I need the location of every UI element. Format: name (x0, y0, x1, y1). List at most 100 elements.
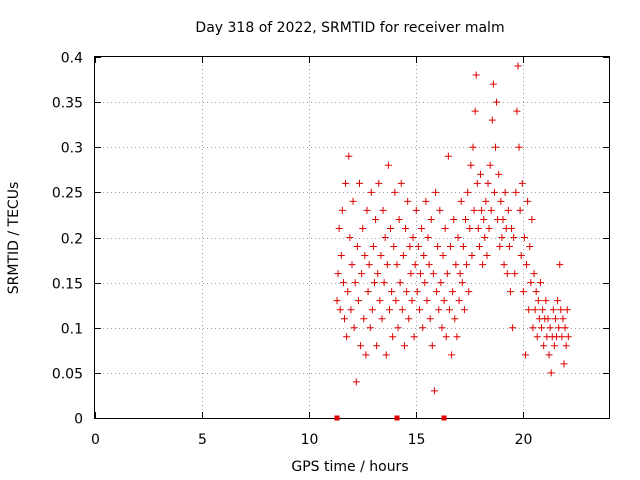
data-point (439, 252, 447, 260)
data-point (521, 351, 529, 359)
chart-title: Day 318 of 2022, SRMTID for receiver mal… (195, 20, 504, 36)
data-point (561, 324, 569, 332)
data-point (503, 270, 511, 278)
y-tick-label: 0.35 (52, 96, 83, 112)
data-point (520, 234, 528, 241)
data-point (364, 288, 372, 296)
data-point (501, 188, 509, 196)
data-point (506, 288, 514, 296)
data-point (513, 107, 521, 115)
data-point (376, 297, 384, 305)
data-point (428, 342, 436, 350)
data-point (387, 224, 395, 232)
data-point (390, 243, 398, 251)
data-point (434, 243, 442, 251)
data-point (354, 297, 362, 305)
data-point (469, 143, 477, 151)
data-point (524, 197, 532, 205)
data-point (407, 270, 415, 278)
data-point (413, 288, 421, 296)
data-point (495, 170, 503, 178)
data-point (369, 243, 377, 251)
data-point (421, 279, 429, 287)
data-point (404, 197, 412, 205)
data-point (334, 270, 342, 278)
data-point (433, 288, 441, 296)
data-point (438, 324, 446, 332)
data-point (417, 270, 425, 278)
data-point (544, 315, 552, 323)
data-point (437, 279, 445, 287)
y-axis-label: SRMTID / TECUs (6, 182, 22, 295)
data-point (497, 197, 505, 205)
data-point (468, 252, 476, 260)
data-point (480, 215, 488, 223)
data-point (462, 215, 470, 223)
x-axis-label: GPS time / hours (291, 459, 408, 475)
data-point (384, 161, 392, 169)
y-tick-label: 0.2 (61, 232, 83, 248)
data-point (558, 333, 566, 341)
data-point (402, 224, 410, 232)
data-point (533, 333, 541, 341)
data-point (554, 297, 562, 305)
data-point (339, 279, 347, 287)
data-point (546, 324, 554, 332)
data-point (353, 243, 361, 251)
data-point (487, 206, 495, 214)
data-point (378, 315, 386, 323)
data-point (398, 306, 406, 314)
data-point (343, 333, 351, 341)
data-point (337, 252, 345, 260)
data-point (342, 179, 350, 187)
data-point (419, 324, 427, 332)
data-point (363, 206, 371, 214)
data-point (412, 206, 420, 214)
data-point (549, 306, 557, 314)
data-point (511, 270, 519, 278)
y-tick-label: 0.05 (52, 367, 83, 383)
data-point (381, 234, 389, 241)
data-point (555, 324, 563, 332)
data-point (491, 143, 499, 151)
data-point (380, 279, 388, 287)
data-point (456, 270, 464, 278)
data-point (557, 306, 565, 314)
data-points (333, 62, 572, 395)
data-point (397, 179, 405, 187)
x-tick-label: 15 (408, 432, 426, 448)
data-point (465, 288, 473, 296)
data-point (514, 62, 522, 70)
data-point (528, 215, 536, 223)
data-point (518, 179, 526, 187)
data-point (490, 188, 498, 196)
data-point (333, 297, 341, 305)
data-point (562, 342, 570, 350)
data-point (508, 224, 516, 232)
data-point (475, 243, 483, 251)
data-point (482, 197, 490, 205)
data-point (403, 288, 411, 296)
data-point (359, 224, 367, 232)
data-point (477, 170, 484, 178)
data-point (358, 270, 366, 278)
data-point (382, 351, 390, 359)
data-point (525, 306, 533, 314)
data-point (532, 288, 540, 296)
x-tick-label: 5 (198, 432, 207, 448)
data-point (344, 288, 352, 296)
data-point (442, 333, 450, 341)
data-point (392, 297, 400, 305)
data-point (348, 261, 356, 269)
data-point (485, 224, 493, 232)
data-point (564, 333, 572, 341)
data-point (460, 306, 468, 314)
data-point (481, 234, 489, 241)
data-point (459, 243, 467, 251)
data-point (447, 243, 455, 251)
data-point (449, 288, 457, 296)
data-point (510, 234, 518, 241)
data-point (379, 206, 387, 214)
data-point (559, 315, 567, 323)
